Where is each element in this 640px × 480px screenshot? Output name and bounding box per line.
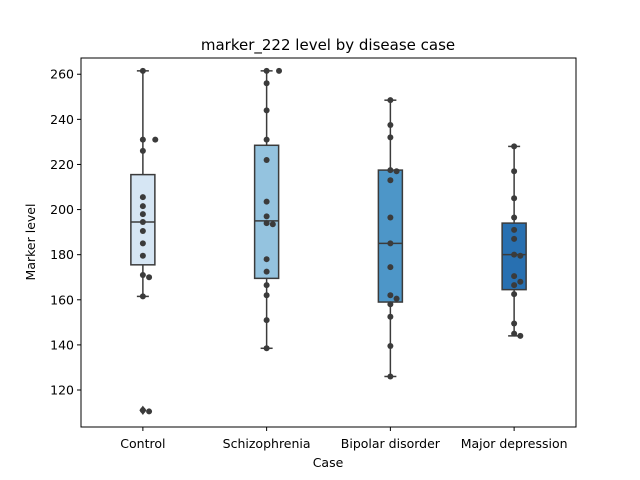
data-point [387, 301, 394, 308]
data-point [511, 235, 518, 242]
data-point [139, 67, 146, 74]
x-tick-label: Bipolar disorder [341, 436, 441, 451]
data-point [139, 211, 146, 218]
box-group [377, 99, 404, 378]
data-point [263, 198, 270, 205]
data-point [263, 213, 270, 220]
data-point [511, 273, 518, 280]
iqr-box [377, 169, 404, 303]
data-point [139, 147, 146, 154]
data-point [517, 278, 524, 285]
data-point [263, 80, 270, 87]
y-axis-label: Marker level [23, 204, 38, 281]
data-point [139, 227, 146, 234]
data-point [511, 168, 518, 175]
data-point [517, 332, 524, 339]
y-tick-label: 240 [50, 112, 74, 127]
y-axis: 120 140 160 180 200 220 240 260 [50, 67, 81, 398]
data-point [387, 343, 394, 350]
data-point [146, 274, 153, 281]
x-tick-label: Control [120, 436, 165, 451]
data-point [511, 143, 518, 150]
data-point [269, 221, 276, 228]
data-point [263, 268, 270, 275]
swarm-group [139, 67, 159, 415]
data-point [263, 220, 270, 227]
x-tick-label: Schizophrenia [223, 436, 311, 451]
swarm-group [387, 97, 400, 380]
data-point [517, 252, 524, 259]
data-point [387, 97, 394, 104]
data-point [393, 168, 400, 175]
swarm-group [263, 67, 283, 352]
data-point [139, 252, 146, 259]
y-tick-label: 180 [50, 247, 74, 262]
data-point [263, 136, 270, 143]
data-point [387, 121, 394, 128]
data-point [387, 214, 394, 221]
data-point [511, 282, 518, 289]
data-point [263, 67, 270, 74]
swarm-group [511, 143, 524, 339]
data-point [393, 295, 400, 302]
data-point [263, 107, 270, 114]
data-point [387, 313, 394, 320]
data-point [387, 134, 394, 141]
plot-frame [80, 57, 577, 428]
y-tick-label: 120 [50, 383, 74, 398]
data-point [387, 373, 394, 380]
data-point [511, 214, 518, 221]
data-point [139, 407, 146, 414]
x-tick-label: Major depression [461, 436, 568, 451]
data-point [511, 291, 518, 298]
y-tick-label: 200 [50, 202, 74, 217]
data-point [387, 240, 394, 247]
data-point [139, 136, 146, 143]
data-point [511, 251, 518, 258]
data-point [146, 408, 153, 415]
data-point [139, 240, 146, 247]
chart-title: marker_222 level by disease case [201, 36, 455, 55]
y-tick-label: 220 [50, 157, 74, 172]
data-point [139, 203, 146, 210]
data-point [139, 194, 146, 201]
data-point [139, 271, 146, 278]
data-point [152, 136, 159, 143]
data-point [263, 317, 270, 324]
data-point [276, 67, 283, 74]
data-point [387, 264, 394, 271]
data-point [263, 345, 270, 352]
data-point [511, 195, 518, 202]
data-point [511, 226, 518, 233]
data-point [511, 320, 518, 327]
iqr-box [253, 144, 280, 280]
x-axis-label: Case [313, 455, 344, 470]
data-point [139, 218, 146, 225]
data-point [511, 330, 518, 337]
data-point [263, 292, 270, 299]
data-point [387, 167, 394, 174]
plot-layer [130, 67, 527, 415]
y-tick-label: 160 [50, 292, 74, 307]
data-point [263, 156, 270, 163]
data-point [139, 293, 146, 300]
data-point [263, 256, 270, 263]
y-tick-label: 260 [50, 67, 74, 82]
data-point [387, 177, 394, 184]
x-axis: Control Schizophrenia Bipolar disorder Majo… [120, 427, 568, 451]
data-point [387, 292, 394, 299]
y-tick-label: 140 [50, 337, 74, 352]
data-point [263, 282, 270, 289]
